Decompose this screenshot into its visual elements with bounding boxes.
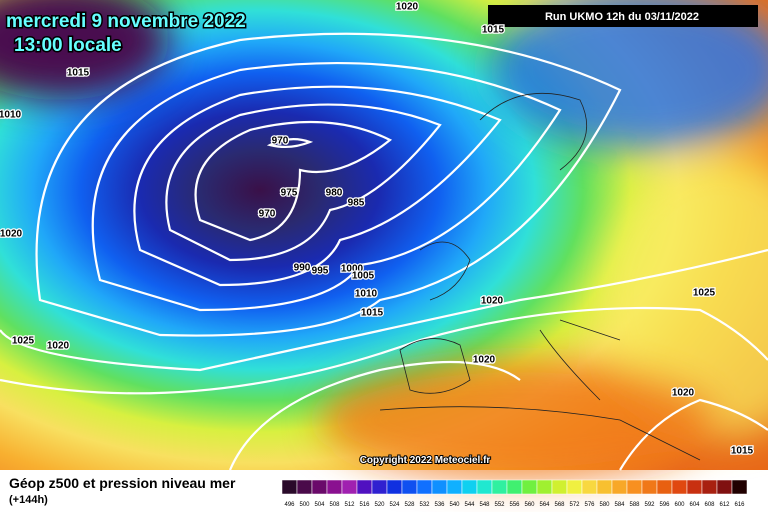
scale-swatch [671, 479, 688, 495]
scale-label: 564 [539, 502, 550, 508]
scale-label: 496 [284, 502, 295, 508]
run-box [488, 5, 758, 27]
scale-swatch [431, 479, 448, 495]
run-label: Run UKMO 12h du 03/11/2022 [545, 11, 699, 23]
isobar-label: 1020 [47, 341, 70, 352]
scale-swatch [326, 479, 343, 495]
isobar-label: 1020 [672, 388, 695, 399]
isobar-label: 970 [272, 136, 289, 147]
scale-label: 536 [434, 502, 445, 508]
scale-label: 544 [464, 502, 475, 508]
scale-label: 572 [569, 502, 580, 508]
isobar-label: 1015 [361, 308, 384, 319]
scale-swatch [686, 479, 703, 495]
scale-label: 520 [374, 502, 385, 508]
scale-swatch [551, 479, 568, 495]
legend-subtitle: (+144h) [9, 494, 48, 506]
scale-swatch [311, 479, 328, 495]
scale-label: 580 [599, 502, 610, 508]
scale-swatch [566, 479, 583, 495]
scale-label: 612 [719, 502, 730, 508]
scale-label: 524 [389, 502, 400, 508]
scale-swatch [341, 479, 358, 495]
scale-swatch [491, 479, 508, 495]
isobar-label: 970 [259, 209, 276, 220]
date-label: mercredi 9 novembre 2022 [6, 11, 246, 32]
scale-label: 584 [614, 502, 625, 508]
isobar-label: 1015 [482, 25, 505, 36]
isobar-label: 1020 [481, 296, 504, 307]
scale-label: 568 [554, 502, 565, 508]
scale-label: 516 [359, 502, 370, 508]
scale-label: 548 [479, 502, 490, 508]
isobar-label: 980 [326, 188, 343, 199]
scale-label: 556 [509, 502, 520, 508]
scale-swatch [446, 479, 463, 495]
scale-swatch [281, 479, 298, 495]
isobar-labels: 1020 1015 1015 1010 970 975 980 985 970 1020 990 99… [0, 0, 755, 458]
scale-swatch [731, 479, 748, 495]
scale-swatch [371, 479, 388, 495]
scale-label: 508 [329, 502, 340, 508]
scale-label: 532 [419, 502, 430, 508]
scale-label: 588 [629, 502, 640, 508]
isobar-label: 1010 [355, 289, 378, 300]
scale-label: 552 [494, 502, 505, 508]
scale-label: 540 [449, 502, 460, 508]
color-scale: 496 500 504 508 512 516 520 524 528 532 536 540 544 5… [281, 479, 748, 508]
time-label: 13:00 locale [14, 35, 122, 56]
scale-swatch [416, 479, 433, 495]
copyright: Copyright 2022 Meteociel.fr [360, 455, 491, 466]
scale-swatch [401, 479, 418, 495]
scale-swatch [476, 479, 493, 495]
scale-label: 504 [314, 502, 325, 508]
scale-swatch [356, 479, 373, 495]
isobar-label: 995 [312, 266, 329, 277]
scale-swatch [386, 479, 403, 495]
scale-swatch [296, 479, 313, 495]
scale-swatch [581, 479, 598, 495]
scale-label: 604 [689, 502, 700, 508]
scale-swatch [536, 479, 553, 495]
scale-label: 596 [659, 502, 670, 508]
isobar-label: 1005 [352, 271, 375, 282]
scale-label: 512 [344, 502, 355, 508]
scale-swatch [506, 479, 523, 495]
scale-label: 608 [704, 502, 715, 508]
isobar-label: 1015 [67, 68, 90, 79]
isobar-label: 985 [348, 198, 365, 209]
scale-label: 528 [404, 502, 415, 508]
isobar-label: 1020 [0, 229, 23, 240]
scale-label: 600 [674, 502, 685, 508]
isobar-label: 1025 [693, 288, 716, 299]
scale-label: 576 [584, 502, 595, 508]
scale-swatch [611, 479, 628, 495]
isobar-label: 975 [281, 188, 298, 199]
isobar-label: 1015 [731, 446, 754, 457]
scale-swatch [596, 479, 613, 495]
scale-swatch [716, 479, 733, 495]
coastlines [379, 92, 701, 461]
scale-label: 560 [524, 502, 535, 508]
scale-swatch [701, 479, 718, 495]
legend-title: Géop z500 et pression niveau mer [9, 475, 236, 491]
isobar-label: 1020 [396, 2, 419, 13]
isobar-label: 1000 [341, 264, 364, 275]
scale-swatch [641, 479, 658, 495]
scale-label: 616 [734, 502, 745, 508]
scale-swatch [626, 479, 643, 495]
scale-label: 592 [644, 502, 655, 508]
scale-swatch [521, 479, 538, 495]
scale-swatch [656, 479, 673, 495]
scale-label: 500 [299, 502, 310, 508]
isobar-label: 990 [294, 263, 311, 274]
isobars [0, 32, 768, 471]
isobar-label: 1025 [12, 336, 35, 347]
isobar-label: 1020 [473, 355, 496, 366]
scale-swatch [461, 479, 478, 495]
isobar-label: 1010 [0, 110, 22, 121]
field-patches [0, 0, 768, 480]
